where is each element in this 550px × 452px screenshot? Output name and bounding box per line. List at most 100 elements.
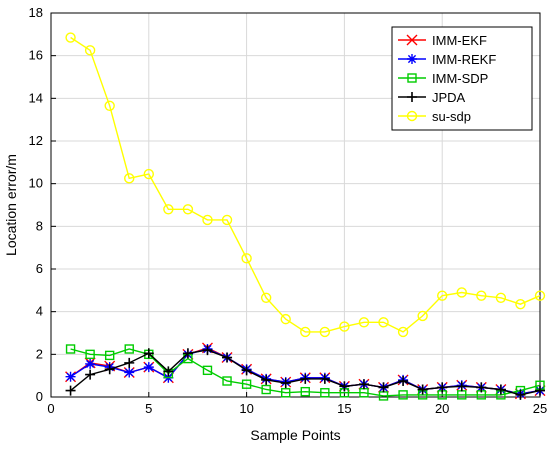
- data-point-jpda: [124, 357, 135, 368]
- x-tick-label: 15: [337, 401, 351, 416]
- data-point-jpda: [65, 385, 76, 396]
- data-point-su-sdp: [124, 173, 135, 184]
- data-point-imm-sdp: [85, 349, 95, 360]
- data-point-jpda: [261, 374, 272, 385]
- data-point-su-sdp: [515, 299, 526, 310]
- data-point-jpda: [515, 389, 526, 400]
- data-point-imm-sdp: [300, 386, 310, 397]
- data-point-jpda: [241, 365, 252, 376]
- y-tick-label: 10: [29, 176, 43, 191]
- legend-label-imm-sdp: IMM-SDP: [432, 71, 488, 86]
- data-point-su-sdp: [456, 287, 467, 298]
- data-point-su-sdp: [339, 321, 350, 332]
- x-axis-label: Sample Points: [250, 427, 340, 443]
- data-point-jpda: [143, 348, 154, 359]
- data-point-su-sdp: [378, 317, 389, 328]
- series-layer: [65, 32, 546, 401]
- y-tick-label: 12: [29, 133, 43, 148]
- data-point-jpda: [437, 382, 448, 393]
- y-tick-label: 14: [29, 90, 43, 105]
- data-point-jpda: [417, 384, 428, 395]
- legend-label-jpda: JPDA: [432, 90, 466, 105]
- legend-marker-imm-sdp: [407, 73, 417, 83]
- data-point-imm-sdp: [241, 379, 252, 389]
- y-tick-label: 0: [36, 389, 43, 404]
- data-point-jpda: [378, 382, 389, 393]
- data-point-su-sdp: [241, 253, 252, 264]
- data-point-su-sdp: [260, 292, 272, 303]
- data-point-jpda: [163, 366, 174, 377]
- series-su-sdp: [65, 32, 546, 338]
- data-point-su-sdp: [495, 292, 507, 303]
- data-point-su-sdp: [534, 290, 546, 301]
- data-point-jpda: [85, 369, 96, 380]
- x-tick-label: 25: [533, 401, 547, 416]
- data-point-jpda: [476, 382, 487, 393]
- data-point-su-sdp: [319, 326, 331, 338]
- y-axis-label: Location error/m: [3, 154, 19, 256]
- data-point-su-sdp: [163, 204, 174, 215]
- tick-labels: 0 5 10 15 20 25 0 2 4 6 8 10 12 14 16 18: [29, 5, 548, 416]
- y-tick-label: 2: [36, 346, 43, 361]
- data-point-jpda: [222, 352, 233, 363]
- data-point-imm-rekf: [143, 362, 154, 373]
- data-point-imm-sdp: [222, 376, 232, 386]
- data-point-jpda: [319, 373, 330, 384]
- legend-marker-su-sdp: [406, 110, 418, 122]
- y-tick-label: 6: [36, 261, 43, 276]
- data-point-su-sdp: [65, 32, 76, 43]
- series-imm-rekf: [65, 344, 545, 399]
- data-point-su-sdp: [358, 317, 370, 328]
- legend-marker-imm-ekf: [406, 34, 418, 46]
- data-point-su-sdp: [280, 313, 291, 325]
- x-tick-label: 5: [145, 401, 152, 416]
- data-point-jpda: [280, 378, 291, 389]
- data-point-imm-rekf: [85, 358, 96, 369]
- y-tick-label: 8: [36, 218, 43, 233]
- series-jpda: [65, 345, 545, 400]
- legend-label-imm-ekf: IMM-EKF: [432, 33, 487, 48]
- data-point-su-sdp: [182, 204, 194, 215]
- y-tick-label: 18: [29, 5, 43, 20]
- data-point-su-sdp: [300, 326, 311, 338]
- data-point-jpda: [535, 385, 545, 396]
- data-point-jpda: [182, 348, 193, 359]
- data-point-su-sdp: [143, 168, 155, 180]
- legend-label-imm-rekf: IMM-REKF: [432, 52, 496, 67]
- data-point-su-sdp: [437, 290, 448, 301]
- data-point-jpda: [398, 376, 409, 386]
- x-tick-label: 20: [435, 401, 449, 416]
- data-point-imm-sdp: [320, 388, 330, 398]
- data-point-su-sdp: [84, 45, 96, 56]
- data-point-su-sdp: [221, 214, 233, 226]
- series-line-su-sdp: [70, 36, 541, 333]
- series-line-imm-sdp: [70, 348, 541, 397]
- x-tick-label: 0: [47, 401, 54, 416]
- data-point-imm-sdp: [261, 384, 271, 395]
- legend-label-su-sdp: su-sdp: [432, 109, 471, 124]
- data-point-imm-sdp: [281, 388, 291, 398]
- data-point-jpda: [495, 384, 506, 395]
- data-point-imm-rekf: [124, 367, 135, 378]
- data-point-su-sdp: [104, 100, 115, 112]
- data-point-imm-sdp: [65, 344, 76, 354]
- legend-marker-imm-rekf: [407, 54, 417, 64]
- x-tick-label: 10: [239, 401, 253, 416]
- data-point-imm-sdp: [124, 344, 134, 354]
- plot-frame: [50, 12, 541, 398]
- y-tick-label: 16: [29, 48, 43, 63]
- data-point-su-sdp: [397, 326, 409, 338]
- data-point-imm-rekf: [65, 371, 76, 382]
- data-point-jpda: [202, 345, 213, 356]
- legend: IMM-EKF IMM-REKF IMM-SDP JPDA su-sdp: [391, 26, 533, 131]
- data-point-su-sdp: [202, 214, 213, 226]
- data-point-jpda: [300, 373, 311, 384]
- data-point-su-sdp: [417, 310, 428, 322]
- data-point-jpda: [456, 381, 467, 392]
- series-imm-sdp: [65, 344, 545, 401]
- data-point-jpda: [104, 364, 115, 375]
- data-point-imm-sdp: [104, 350, 115, 361]
- data-point-imm-sdp: [398, 390, 408, 400]
